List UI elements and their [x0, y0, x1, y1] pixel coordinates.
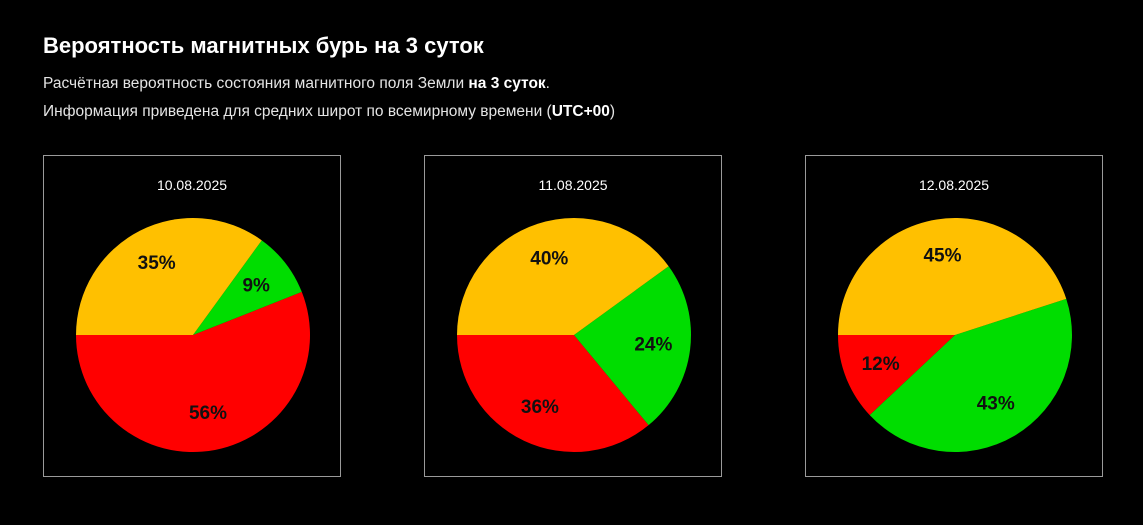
chart-date-label: 10.08.2025: [156, 177, 228, 193]
subtitle-line-2-highlight: UTC+00: [551, 103, 610, 120]
pie-slice-2: [574, 266, 691, 426]
pie-chart-day-2: 36% 24% 40%: [457, 218, 691, 453]
pie-slice-label-2: 9%: [242, 275, 270, 296]
pie-slice-label-2: 43%: [977, 393, 1015, 414]
pie-slice-1: [457, 335, 649, 453]
pie-chart-day-3: 12% 43% 45%: [838, 218, 1072, 452]
pie-slice-1: [838, 335, 955, 416]
page-title: Вероятность магнитных бурь на 3 суток: [43, 33, 484, 58]
pie-slice-3: [457, 218, 669, 335]
pie-slice-1: [76, 291, 310, 453]
pie-slice-2: [193, 240, 302, 335]
chart-card-day-2: 11.08.2025 36% 24% 40%: [424, 155, 722, 477]
pie-slice-3: [76, 218, 262, 335]
pie-chart-day-1: 56% 9% 35%: [76, 218, 310, 453]
chart-card-day-3: 12.08.2025 12% 43% 45%: [805, 155, 1103, 477]
subtitle-line-2: Информация приведена для средних широт п…: [43, 102, 615, 122]
pie-slice-label-1: 56%: [189, 403, 227, 424]
subtitle-line-1-end: .: [545, 75, 550, 92]
pie-slice-label-1: 36%: [521, 397, 559, 418]
pie-slice-label-3: 45%: [923, 245, 961, 266]
subtitle-line-1-text: Расчётная вероятность состояния магнитно…: [43, 75, 469, 92]
chart-date-label: 11.08.2025: [538, 177, 608, 193]
subtitle-line-1: Расчётная вероятность состояния магнитно…: [43, 74, 550, 94]
chart-card-day-1: 10.08.2025 56% 9% 35%: [43, 155, 341, 477]
chart-date-label: 12.08.2025: [918, 177, 990, 193]
subtitle-line-2-end: ): [609, 103, 616, 120]
pie-slice-label-2: 24%: [634, 335, 672, 356]
pie-slice-label-1: 12%: [862, 354, 900, 375]
pie-slice-label-3: 40%: [530, 248, 568, 269]
pie-slice-label-3: 35%: [138, 253, 176, 274]
pie-slice-2: [869, 298, 1072, 452]
subtitle-line-1-highlight: на 3 суток: [468, 75, 546, 92]
pie-slice-3: [838, 218, 1067, 335]
subtitle-line-2-text: Информация приведена для средних широт п…: [43, 103, 552, 120]
